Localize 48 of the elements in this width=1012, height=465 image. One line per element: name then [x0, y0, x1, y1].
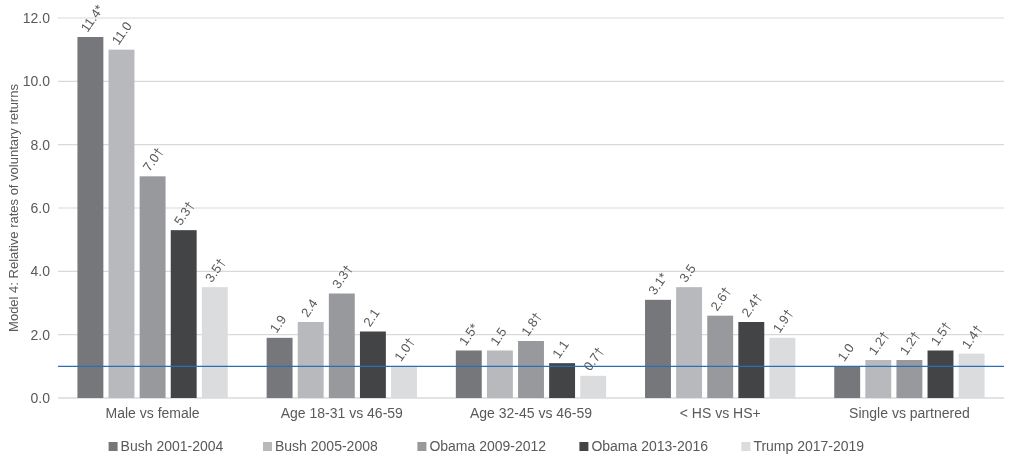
y-tick-label: 0.0 [30, 389, 51, 406]
bar [549, 363, 576, 398]
data-label: 2.1 [360, 305, 383, 330]
y-tick-label: 6.0 [30, 199, 51, 216]
data-label: 3.1* [645, 269, 671, 298]
legend-label: Trump 2017-2019 [753, 438, 865, 454]
bar [486, 350, 513, 398]
bar [170, 230, 197, 398]
bar [707, 315, 734, 398]
y-tick-label: 12.0 [22, 9, 51, 26]
bar [77, 37, 104, 398]
y-tick-label: 8.0 [30, 136, 51, 153]
bar [927, 350, 954, 398]
bar [359, 331, 386, 398]
bar [834, 366, 861, 398]
bar [645, 299, 671, 398]
bar [896, 360, 923, 398]
bar [108, 49, 135, 398]
y-axis-title: Model 4: Relative rates of voluntary returns [6, 83, 21, 332]
x-tick-label: < HS vs HS+ [679, 405, 761, 421]
data-label: 2.4 [297, 296, 321, 320]
legend-label: Obama 2013-2016 [591, 438, 709, 454]
bar [328, 293, 355, 398]
bar [518, 341, 544, 398]
bar [297, 322, 324, 398]
x-tick-label: Age 32-45 vs 46-59 [469, 405, 593, 421]
y-tick-label: 2.0 [30, 326, 51, 343]
x-tick-label: Male vs female [105, 405, 200, 421]
bar [266, 337, 293, 398]
x-tick-label: Single vs partnered [849, 405, 970, 421]
data-label: 1.0 [834, 340, 858, 365]
x-tick-label: Age 18-31 vs 46-59 [280, 405, 404, 421]
data-label: 7.0† [139, 144, 167, 175]
legend-label: Bush 2005-2008 [275, 438, 378, 454]
data-label: 1.1 [549, 337, 572, 361]
data-label: 1.5 [487, 324, 510, 349]
legend-label: Obama 2009-2012 [429, 438, 547, 454]
bar [139, 176, 166, 398]
data-label: 3.5 [676, 261, 699, 285]
bar [738, 322, 765, 398]
y-tick-label: 4.0 [30, 263, 51, 280]
bar [676, 287, 703, 398]
legend-label: Bush 2001-2004 [120, 438, 224, 454]
data-label: 0.7† [580, 344, 608, 374]
data-label: 1.9 [266, 312, 290, 336]
bar [455, 350, 482, 398]
y-tick-label: 10.0 [22, 73, 51, 90]
bar [865, 360, 892, 398]
